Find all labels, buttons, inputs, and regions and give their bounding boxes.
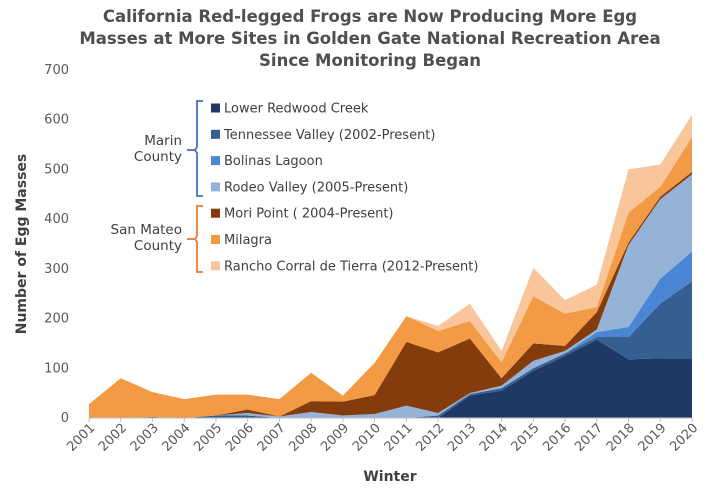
y-tick-label: 500 bbox=[44, 162, 69, 177]
x-tick-label: 2003 bbox=[128, 421, 162, 455]
chart-title-line-1: California Red-legged Frogs are Now Prod… bbox=[102, 7, 638, 26]
legend-swatch bbox=[211, 261, 220, 271]
legend-label: Mori Point ( 2004-Present) bbox=[224, 207, 394, 222]
legend-swatch bbox=[211, 235, 220, 244]
legend-swatch bbox=[211, 129, 220, 139]
legend-label: Lower Redwood Creek bbox=[224, 102, 369, 117]
y-tick-label: 600 bbox=[44, 113, 69, 128]
x-tick-label: 2004 bbox=[160, 421, 194, 455]
y-tick-label: 100 bbox=[44, 361, 69, 376]
x-tick-label: 2008 bbox=[286, 421, 320, 455]
chart-title-line-2: Masses at More Sites in Golden Gate Nati… bbox=[79, 29, 661, 48]
x-tick-label: 2011 bbox=[382, 421, 416, 455]
y-tick-label: 200 bbox=[44, 312, 69, 327]
area-series-6 bbox=[89, 137, 692, 418]
legend-swatch bbox=[211, 182, 220, 192]
legend: Lower Redwood Creek Tennessee Valley (200… bbox=[211, 102, 478, 274]
legend-group-bracket bbox=[193, 100, 203, 197]
x-tick-label: 2013 bbox=[445, 421, 479, 455]
x-tick-label: 2018 bbox=[604, 421, 638, 455]
x-tick-label: 2005 bbox=[191, 421, 225, 455]
legend-label: Rodeo Valley (2005-Present) bbox=[224, 180, 408, 195]
x-tick-label: 2020 bbox=[667, 421, 701, 455]
y-axis-title: Number of Egg Masses bbox=[14, 154, 30, 335]
x-tick-label: 2001 bbox=[64, 421, 98, 455]
legend-swatch bbox=[211, 208, 220, 218]
x-tick-label: 2016 bbox=[540, 421, 574, 455]
legend-swatch bbox=[211, 156, 220, 166]
y-axis-ticks: 0 100 200 300 400 500 600 700 bbox=[44, 63, 69, 426]
x-axis-ticks: 2001200220032004200520062007200820092010… bbox=[64, 418, 701, 455]
legend-label: Bolinas Lagoon bbox=[224, 154, 323, 169]
x-tick-label: 2006 bbox=[223, 421, 257, 455]
legend-group-label: Marin bbox=[144, 133, 182, 149]
x-tick-label: 2009 bbox=[318, 421, 352, 455]
x-tick-label: 2017 bbox=[572, 421, 606, 455]
x-axis-title: Winter bbox=[363, 469, 416, 485]
legend-label: Milagra bbox=[224, 233, 272, 248]
legend-label: Rancho Corral de Tierra (2012-Present) bbox=[224, 259, 478, 274]
y-tick-label: 400 bbox=[44, 212, 69, 227]
area-series-5 bbox=[89, 171, 692, 418]
x-tick-label: 2014 bbox=[477, 421, 511, 455]
x-tick-label: 2007 bbox=[255, 421, 289, 455]
legend-group-label: County bbox=[134, 238, 182, 254]
legend-group-bracket bbox=[193, 205, 203, 273]
area-series-layer bbox=[89, 114, 692, 418]
legend-group-label: County bbox=[134, 149, 182, 165]
y-tick-label: 0 bbox=[61, 411, 69, 426]
x-tick-label: 2002 bbox=[96, 421, 130, 455]
x-tick-label: 2010 bbox=[350, 421, 384, 455]
y-tick-label: 700 bbox=[44, 63, 69, 78]
y-tick-label: 300 bbox=[44, 262, 69, 277]
x-tick-label: 2015 bbox=[509, 421, 543, 455]
chart-title: California Red-legged Frogs are Now Prod… bbox=[60, 6, 680, 72]
legend-label: Tennessee Valley (2002-Present) bbox=[223, 128, 435, 143]
x-tick-label: 2019 bbox=[636, 421, 670, 455]
legend-group-label: San Mateo bbox=[111, 222, 182, 238]
legend-swatch bbox=[211, 103, 220, 113]
x-tick-label: 2012 bbox=[413, 421, 447, 455]
chart-title-line-3: Since Monitoring Began bbox=[259, 51, 481, 70]
area-series-1 bbox=[89, 339, 692, 418]
